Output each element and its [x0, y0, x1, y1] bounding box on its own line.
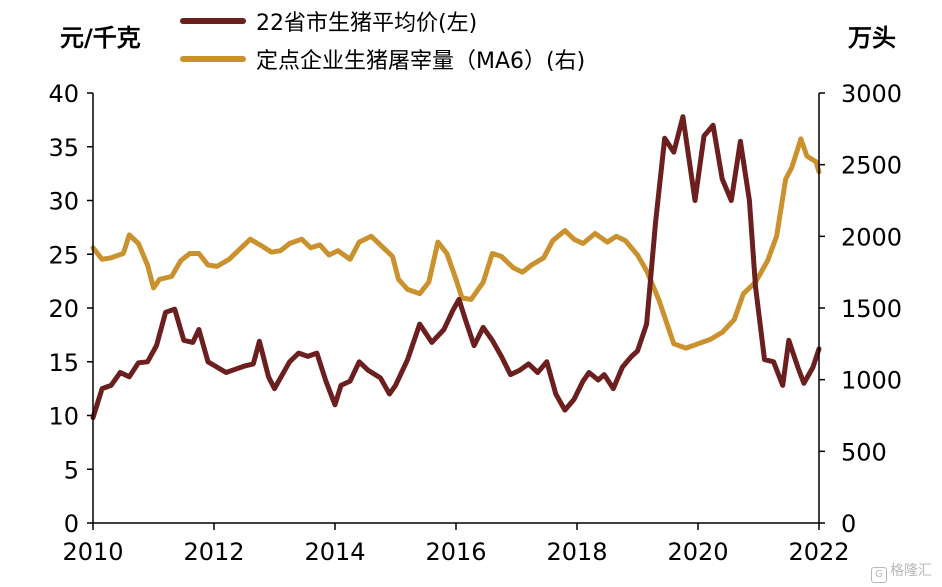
series-line-slaughter: [90, 136, 822, 351]
right-tick-label: 2000: [841, 223, 902, 251]
gelonghui-logo-icon: G: [871, 567, 887, 583]
legend-label-slaughter: 定点企业生猪屠宰量（MA6）(右): [256, 49, 586, 74]
left-tick-label: 25: [48, 241, 79, 269]
left-tick-label: 0: [64, 510, 79, 538]
right-tick-label: 3000: [841, 80, 902, 108]
series-line-price: [90, 114, 822, 421]
left-tick-label: 20: [48, 295, 79, 323]
legend-item-slaughter: 定点企业生猪屠宰量（MA6）(右): [180, 40, 585, 78]
watermark-text: 格隆汇: [890, 563, 932, 579]
watermark: G 格隆汇: [871, 560, 932, 583]
left-tick-label: 5: [64, 456, 79, 484]
left-axis: 0 5 10 15 20 25 30 35 40: [48, 80, 93, 538]
right-tick-label: 500: [841, 438, 887, 466]
right-axis: 0 500 1000 1500 2000 2500 3000: [819, 80, 902, 538]
legend-item-price: 22省市生猪平均价(左): [180, 2, 585, 40]
right-tick-label: 1000: [841, 367, 902, 395]
left-tick-label: 40: [48, 80, 79, 108]
x-tick-label: 2018: [546, 538, 607, 566]
left-tick-label: 35: [48, 134, 79, 162]
left-tick-label: 15: [48, 349, 79, 377]
right-tick-label: 0: [841, 510, 856, 538]
x-axis: 2010 2012 2014 2016 2018 2020 2022: [62, 523, 850, 566]
left-tick-label: 10: [48, 403, 79, 431]
legend-swatch-slaughter: [180, 56, 246, 62]
x-tick-label: 2014: [304, 538, 365, 566]
series-layer: [90, 114, 822, 421]
x-tick-label: 2020: [667, 538, 728, 566]
x-tick-label: 2012: [183, 538, 244, 566]
x-tick-label: 2016: [425, 538, 486, 566]
legend: 22省市生猪平均价(左) 定点企业生猪屠宰量（MA6）(右): [180, 2, 585, 78]
legend-swatch-price: [180, 18, 246, 24]
legend-label-price: 22省市生猪平均价(左): [256, 11, 478, 36]
right-tick-label: 2500: [841, 152, 902, 180]
right-tick-label: 1500: [841, 295, 902, 323]
left-tick-label: 30: [48, 188, 79, 216]
left-axis-unit: 元/千克: [60, 24, 141, 52]
x-tick-label: 2010: [62, 538, 123, 566]
right-axis-unit: 万头: [848, 24, 896, 52]
x-tick-label: 2022: [788, 538, 849, 566]
